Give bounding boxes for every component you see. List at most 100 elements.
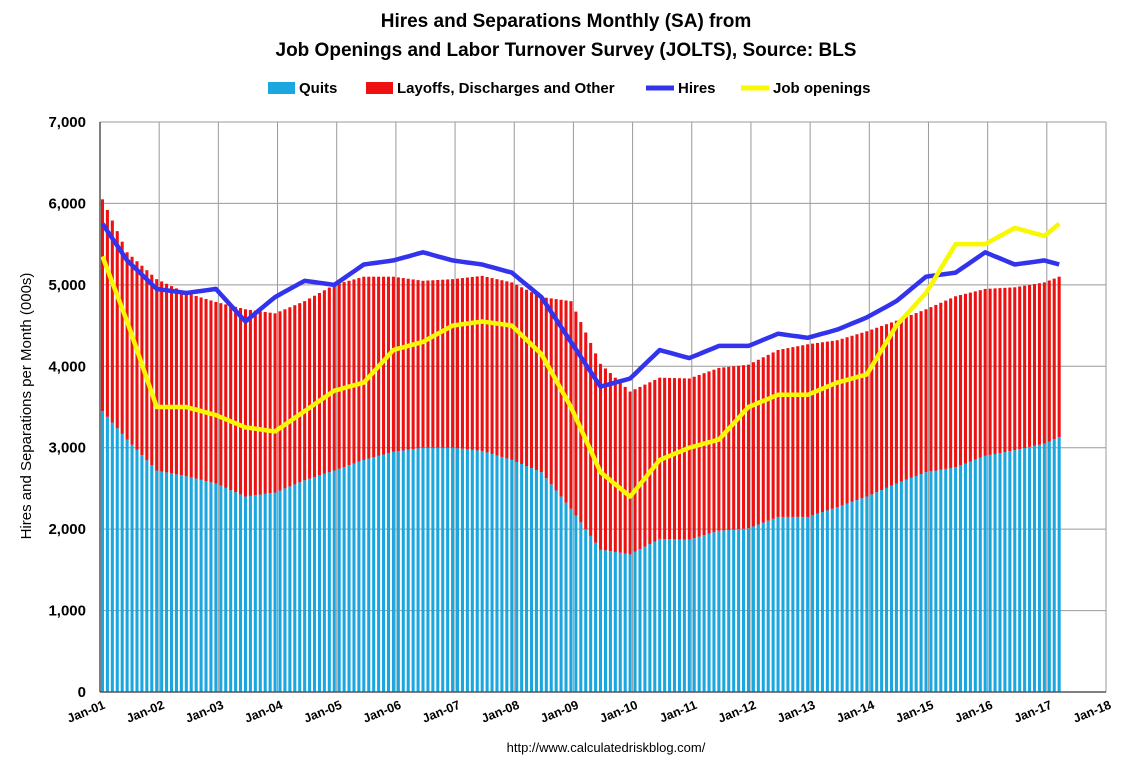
bar-layoffs	[411, 279, 415, 450]
bar-quits	[347, 465, 351, 692]
x-tick-label: Jan-08	[479, 698, 521, 726]
bar-layoffs	[717, 367, 721, 531]
bar-layoffs	[421, 280, 425, 448]
bar-layoffs	[687, 378, 691, 540]
bar-quits	[219, 485, 223, 692]
bar-layoffs	[811, 343, 815, 516]
bar-layoffs	[899, 318, 903, 482]
bar-layoffs	[416, 280, 420, 449]
bar-quits	[248, 495, 252, 692]
legend-swatch-quits	[268, 82, 295, 94]
bar-quits	[914, 475, 918, 692]
bar-quits	[416, 448, 420, 692]
bar-layoffs	[130, 256, 134, 445]
bar-quits	[603, 550, 607, 692]
bar-quits	[830, 508, 834, 692]
bar-layoffs	[263, 312, 267, 494]
bar-quits	[140, 455, 144, 692]
y-tick-label: 7,000	[48, 114, 86, 131]
bar-layoffs	[682, 378, 686, 540]
bar-quits	[954, 467, 958, 692]
bar-quits	[199, 479, 203, 692]
bar-quits	[737, 529, 741, 692]
bar-quits	[1008, 451, 1012, 692]
bar-layoffs	[559, 299, 563, 497]
bar-quits	[781, 516, 785, 692]
x-tick-label: Jan-16	[953, 698, 995, 726]
bar-quits	[145, 460, 149, 692]
bar-layoffs	[455, 278, 460, 449]
bar-layoffs	[845, 337, 849, 504]
bar-quits	[100, 411, 104, 692]
bar-layoffs	[993, 288, 997, 454]
bar-layoffs	[1028, 284, 1032, 447]
bar-quits	[184, 476, 188, 692]
x-tick-label: Jan-02	[124, 698, 166, 726]
bar-layoffs	[751, 362, 755, 527]
bar-quits	[934, 470, 938, 692]
gridlines	[99, 121, 1107, 693]
bar-quits	[386, 453, 391, 692]
bar-layoffs	[189, 294, 193, 478]
bar-quits	[889, 485, 894, 692]
bar-layoffs	[825, 341, 829, 511]
bar-layoffs	[475, 276, 479, 451]
y-tick-label: 1,000	[48, 603, 86, 620]
bar-quits	[658, 538, 662, 692]
bar-quits	[268, 493, 272, 692]
legend: Quits Layoffs, Discharges and Other Hire…	[268, 80, 871, 97]
bar-quits	[579, 522, 583, 692]
bar-layoffs	[840, 338, 844, 506]
bar-layoffs	[534, 294, 538, 471]
bar-layoffs	[362, 276, 366, 460]
x-tick-label: Jan-14	[834, 698, 876, 726]
bar-quits	[786, 516, 790, 692]
bar-layoffs	[258, 311, 262, 495]
bar-quits	[973, 459, 977, 692]
bar-quits	[796, 516, 800, 692]
bar-quits	[983, 455, 987, 692]
bar-quits	[234, 492, 238, 692]
bar-quits	[993, 453, 997, 692]
bar-quits	[776, 516, 780, 692]
bar-layoffs	[105, 209, 109, 417]
bar-layoffs	[870, 329, 874, 495]
bar-quits	[312, 477, 317, 692]
bar-layoffs	[584, 332, 588, 530]
bar-layoffs	[367, 276, 371, 459]
bar-quits	[120, 433, 124, 692]
bar-layoffs	[589, 342, 593, 536]
series-lines	[100, 222, 1061, 499]
bar-quits	[564, 502, 568, 692]
bar-layoffs	[436, 279, 440, 448]
bar-quits	[298, 482, 302, 692]
bar-layoffs	[618, 382, 622, 553]
bar-layoffs	[1013, 287, 1017, 451]
bar-layoffs	[194, 295, 198, 479]
bar-layoffs	[160, 281, 164, 472]
bar-layoffs	[283, 309, 287, 489]
bar-layoffs	[446, 279, 450, 448]
bar-quits	[283, 488, 287, 692]
bar-quits	[258, 494, 262, 692]
bar-quits	[643, 546, 647, 692]
bar-quits	[470, 449, 474, 692]
bar-quits	[559, 496, 563, 692]
bar-layoffs	[327, 287, 331, 473]
bar-quits	[130, 444, 134, 692]
bar-quits	[663, 539, 667, 692]
bar-layoffs	[865, 331, 869, 497]
bar-layoffs	[742, 365, 746, 529]
bar-layoffs	[766, 354, 770, 521]
bar-quits	[317, 475, 321, 692]
bar-quits	[628, 554, 632, 692]
bar-layoffs	[944, 300, 948, 469]
bar-layoffs	[529, 292, 534, 469]
bar-layoffs	[668, 377, 672, 540]
bar-layoffs	[460, 278, 464, 449]
bar-quits	[875, 492, 879, 692]
bar-quits	[179, 475, 183, 692]
bar-quits	[155, 470, 159, 692]
bar-layoffs	[268, 312, 272, 494]
bar-layoffs	[1042, 282, 1046, 444]
